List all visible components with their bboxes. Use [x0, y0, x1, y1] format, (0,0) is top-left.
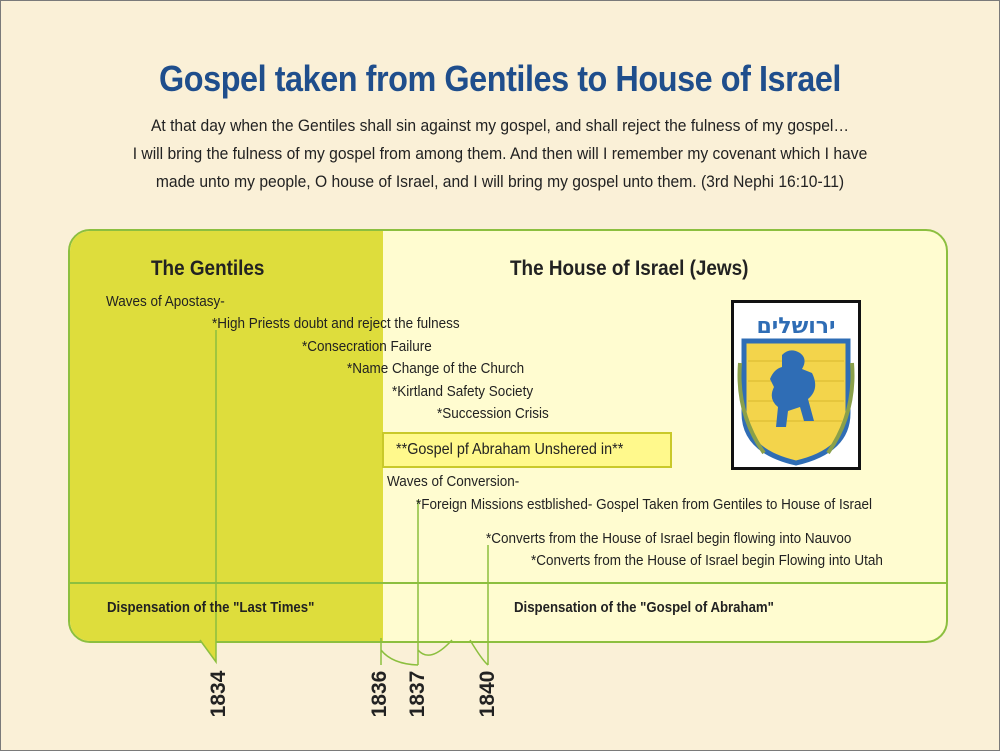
year-tail-1834 [199, 639, 217, 665]
apostasy-item: *Consecration Failure [302, 338, 432, 355]
year-tail-1836 [380, 638, 419, 666]
conversion-header: Waves of Conversion- [387, 473, 520, 490]
gospel-of-abraham-callout: **Gospel pf Abraham Unshered in** [382, 432, 672, 468]
year-label-1837: 1837 [406, 670, 429, 718]
callout-text: **Gospel pf Abraham Unshered in** [396, 441, 624, 458]
conversion-item: *Converts from the House of Israel begin… [531, 552, 883, 569]
year-label-1840: 1840 [476, 670, 499, 718]
apostasy-item: *Succession Crisis [437, 405, 549, 422]
jerusalem-emblem: ירושלים [731, 300, 861, 470]
year-tail-1837 [417, 639, 453, 665]
page-title: Gospel taken from Gentiles to House of I… [159, 58, 841, 99]
house-of-israel-heading: The House of Israel (Jews) [510, 257, 749, 280]
dispensation-gospel-of-abraham: Dispensation of the "Gospel of Abraham" [514, 599, 774, 616]
dispensation-last-times: Dispensation of the "Last Times" [107, 599, 315, 616]
year-label-1836: 1836 [368, 670, 391, 718]
dispensation-divider [70, 582, 946, 584]
emblem-hebrew-text: ירושלים [756, 314, 835, 339]
quote-line-3: made unto my people, O house of Israel, … [155, 172, 845, 191]
year-tail-1840 [469, 639, 489, 666]
quote-line-2: I will bring the fulness of my gospel fr… [132, 144, 868, 163]
conversion-item: *Converts from the House of Israel begin… [486, 530, 852, 547]
year-label-1834: 1834 [207, 670, 230, 718]
conversion-item: *Foreign Missions estblished- Gospel Tak… [416, 496, 872, 513]
quote-line-1: At that day when the Gentiles shall sin … [150, 116, 850, 135]
apostasy-item: *Kirtland Safety Society [392, 383, 534, 400]
apostasy-item: *Name Change of the Church [347, 360, 525, 377]
gentiles-heading: The Gentiles [151, 257, 265, 280]
apostasy-item: *High Priests doubt and reject the fulne… [212, 315, 460, 332]
gentiles-region [70, 231, 383, 641]
apostasy-header: Waves of Apostasy- [106, 293, 225, 310]
scripture-quote: At that day when the Gentiles shall sin … [80, 112, 920, 196]
jerusalem-emblem-icon: ירושלים [737, 314, 855, 466]
